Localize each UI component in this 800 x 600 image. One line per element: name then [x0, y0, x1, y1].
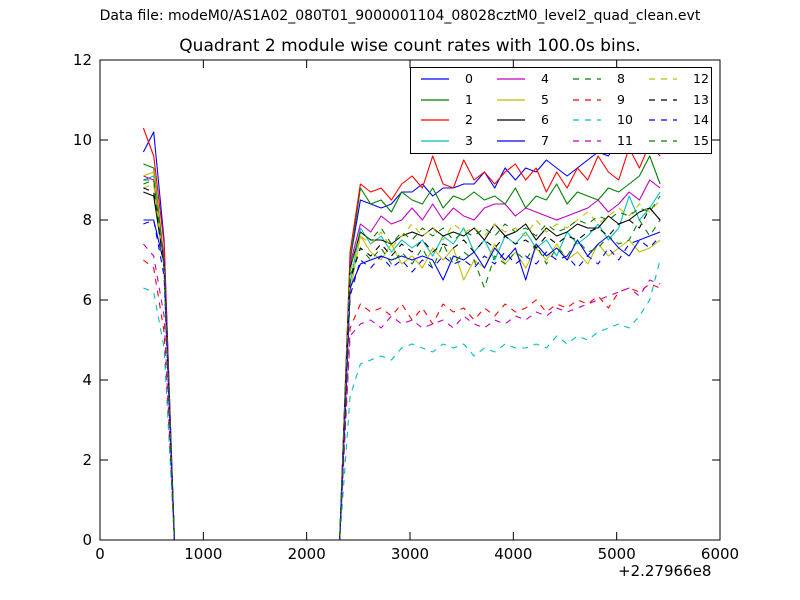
- legend-swatch: [573, 78, 601, 80]
- x-tick-label: 2000: [288, 545, 326, 563]
- legend-swatch: [573, 98, 601, 101]
- legend-label: 13: [693, 91, 709, 107]
- x-tick-label: 3000: [391, 545, 429, 563]
- series-line-15: [143, 179, 661, 541]
- legend-swatch: [649, 119, 677, 121]
- legend-swatch: [649, 78, 677, 80]
- series-line-2: [142, 127, 661, 541]
- legend-label: 10: [617, 112, 633, 127]
- legend-swatch: [573, 139, 601, 142]
- legend-swatch: [421, 119, 449, 121]
- legend-label: 5: [541, 91, 549, 107]
- y-tick-label: 12: [73, 51, 92, 69]
- series-line-5: [143, 171, 661, 541]
- legend-label: 4: [541, 71, 549, 86]
- legend-label: 11: [617, 132, 633, 148]
- figure-suptitle: Data file: modeM0/AS1A02_080T01_90000011…: [99, 8, 701, 24]
- legend-swatch: [421, 98, 449, 101]
- legend-label: 8: [617, 71, 625, 86]
- series-line-0: [142, 127, 661, 541]
- legend-swatch: [649, 98, 677, 101]
- series-line-3: [143, 175, 661, 541]
- legend-label: 3: [465, 132, 473, 148]
- legend-swatch: [497, 98, 525, 101]
- legend-swatch: [497, 119, 525, 121]
- legend-swatch: [649, 139, 677, 142]
- y-tick-label: 0: [82, 531, 92, 549]
- legend-label: 6: [541, 112, 549, 127]
- x-tick-label: 5000: [598, 545, 636, 563]
- series-line-12: [143, 183, 661, 541]
- series-line-7: [143, 219, 661, 541]
- series-line-9: [143, 259, 661, 541]
- legend-swatch: [421, 139, 449, 142]
- series-line-4: [143, 175, 661, 541]
- series-line-11: [142, 243, 661, 541]
- legend-swatch: [497, 139, 525, 142]
- series-layer: [142, 127, 661, 541]
- legend-swatch: [497, 78, 525, 80]
- legend-label: 14: [693, 112, 709, 127]
- legend-label: 0: [465, 71, 473, 86]
- y-tick-label: 4: [82, 371, 92, 389]
- legend-label: 7: [541, 132, 549, 148]
- legend-label: 15: [693, 132, 709, 148]
- x-axis-offset-label: +2.27966e8: [618, 562, 712, 580]
- x-tick-label: 4000: [494, 545, 532, 563]
- y-tick-label: 10: [73, 131, 92, 149]
- legend-label: 9: [617, 91, 625, 107]
- legend: 0 1 2 3 4 5 6 7 8 9 10 11 12 13 14 15: [410, 67, 712, 154]
- series-line-8: [143, 179, 661, 541]
- legend-label: 12: [693, 71, 709, 86]
- y-tick-label: 6: [82, 291, 92, 309]
- legend-label: 1: [465, 91, 473, 107]
- legend-swatch: [573, 119, 601, 121]
- y-tick-label: 8: [82, 211, 92, 229]
- y-tick-label: 2: [82, 451, 92, 469]
- series-line-13: [143, 187, 661, 541]
- x-tick-label: 1000: [184, 545, 222, 563]
- chart-title: Quadrant 2 module wise count rates with …: [179, 36, 641, 56]
- legend-swatch: [421, 78, 449, 80]
- legend-label: 2: [465, 112, 473, 127]
- x-tick-label: 6000: [701, 545, 739, 563]
- series-line-14: [143, 219, 661, 541]
- x-tick-label: 0: [95, 545, 105, 563]
